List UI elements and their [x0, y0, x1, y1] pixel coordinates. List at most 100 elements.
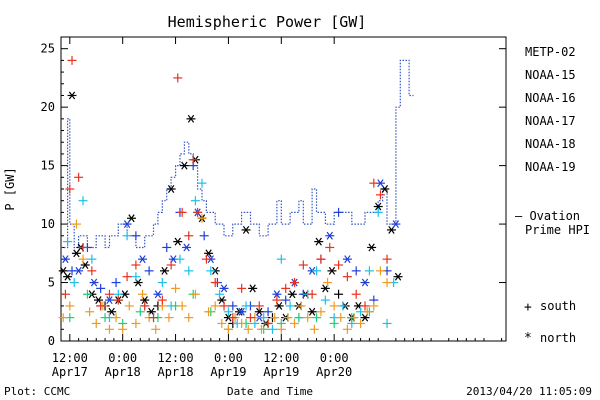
point-noaa18-south	[349, 313, 359, 323]
legend-ovation-line2: Prime HPI	[525, 223, 590, 237]
point-metp02-south	[334, 289, 344, 299]
star-stroke	[242, 225, 250, 234]
star-stroke	[326, 231, 333, 240]
star-stroke	[139, 255, 146, 264]
point-noaa18-south	[283, 313, 293, 323]
x-tick-label-time: 0:00	[320, 351, 349, 365]
star-stroke	[187, 114, 195, 123]
point-metp02-north	[327, 266, 337, 275]
star-stroke	[256, 307, 263, 316]
point-noaa18-south	[197, 213, 207, 223]
point-noaa19-south	[104, 289, 114, 299]
point-noaa19-south	[201, 254, 211, 264]
star-stroke	[275, 301, 283, 310]
x-tick-label-time: 12:00	[52, 351, 88, 365]
point-noaa17-south	[329, 318, 339, 328]
point-metp02-north	[254, 307, 264, 316]
footer-timestamp: 2013/04/20 11:05:09	[466, 385, 592, 398]
star-stroke	[308, 307, 316, 316]
point-noaa18-south	[356, 318, 366, 328]
point-noaa18-south	[375, 266, 385, 276]
legend-item-noaa16: NOAA-16	[525, 91, 576, 105]
point-metp02-north	[146, 307, 156, 316]
point-noaa19-south	[228, 313, 238, 323]
data-points	[58, 55, 403, 334]
star-stroke	[381, 185, 389, 193]
point-noaa19-south	[369, 178, 379, 188]
star-stroke	[90, 278, 98, 287]
star-stroke	[361, 278, 369, 287]
point-noaa18-south	[85, 307, 95, 317]
y-tick-label: 20	[41, 100, 55, 114]
point-metp02-north	[186, 114, 196, 123]
legend-north-marker: *	[524, 331, 532, 346]
point-noaa16-south	[320, 295, 330, 305]
point-noaa19-south	[290, 278, 300, 288]
point-noaa19-south	[360, 301, 370, 311]
point-noaa16-south	[312, 266, 322, 276]
star-stroke	[82, 261, 89, 269]
point-noaa18-south	[382, 278, 392, 288]
point-noaa19-south	[74, 172, 84, 182]
point-metp02-north	[320, 284, 330, 293]
point-noaa19-south	[157, 295, 167, 305]
star-stroke	[249, 284, 256, 293]
x-tick-label-date: Apr18	[157, 365, 193, 379]
star-stroke	[75, 266, 82, 275]
point-noaa15-north	[104, 296, 114, 305]
point-metp02-north	[380, 185, 390, 193]
point-noaa15-south	[144, 266, 154, 276]
point-noaa15-north	[325, 231, 335, 240]
point-metp02-north	[217, 296, 227, 305]
star-stroke	[315, 237, 322, 246]
point-noaa15-south	[228, 301, 238, 311]
point-noaa19-south	[272, 295, 282, 305]
x-tick-label-date: Apr18	[105, 365, 141, 379]
point-noaa19-south	[245, 313, 255, 323]
legend-north-label: north	[540, 331, 576, 345]
point-noaa15-north	[342, 255, 352, 264]
point-noaa18-south	[131, 318, 141, 328]
legend-item-noaa19: NOAA-19	[525, 160, 576, 174]
point-noaa16-south	[382, 318, 392, 328]
point-noaa19-south	[263, 318, 273, 328]
point-noaa16-south	[338, 301, 348, 311]
point-noaa19-south	[219, 301, 229, 311]
point-noaa16-south	[69, 278, 79, 288]
star-stroke	[181, 161, 188, 170]
point-noaa16-south	[197, 178, 207, 188]
point-noaa16-south	[276, 254, 286, 264]
point-noaa15-south	[351, 266, 361, 276]
star-stroke	[64, 272, 71, 281]
x-tick-label-time: 0:00	[108, 351, 137, 365]
legend-item-metp02: METP-02	[525, 45, 576, 59]
point-noaa15-south	[162, 242, 172, 252]
star-stroke	[141, 296, 148, 305]
point-noaa17-south	[294, 313, 304, 323]
point-noaa15-south	[334, 207, 344, 217]
point-noaa18-south	[151, 324, 161, 334]
point-noaa18-south	[58, 313, 68, 323]
y-tick-label: 10	[41, 217, 55, 231]
point-noaa15-north	[60, 255, 70, 264]
point-noaa19-south	[65, 184, 75, 194]
point-noaa15-north	[89, 278, 99, 287]
star-stroke	[154, 290, 162, 299]
x-tick-labels: 12:00Apr170:00Apr1812:00Apr180:00Apr1912…	[52, 351, 352, 379]
star-stroke	[220, 284, 228, 293]
point-metp02-north	[80, 261, 90, 269]
point-metp02-north	[63, 272, 73, 281]
star-stroke	[161, 266, 168, 275]
legend-item-noaa17: NOAA-17	[525, 114, 576, 128]
point-noaa16-south	[285, 301, 295, 311]
star-stroke	[183, 243, 190, 252]
legend-item-noaa18: NOAA-18	[525, 137, 576, 151]
point-noaa18-south	[316, 307, 326, 317]
footer-source: Plot: CCMC	[4, 385, 70, 398]
point-noaa18-south	[369, 301, 379, 311]
point-noaa19-south	[184, 231, 194, 241]
x-tick-label-date: Apr19	[263, 365, 299, 379]
point-metp02-north	[179, 161, 189, 170]
star-stroke	[355, 301, 362, 310]
point-noaa19-south	[67, 55, 77, 65]
